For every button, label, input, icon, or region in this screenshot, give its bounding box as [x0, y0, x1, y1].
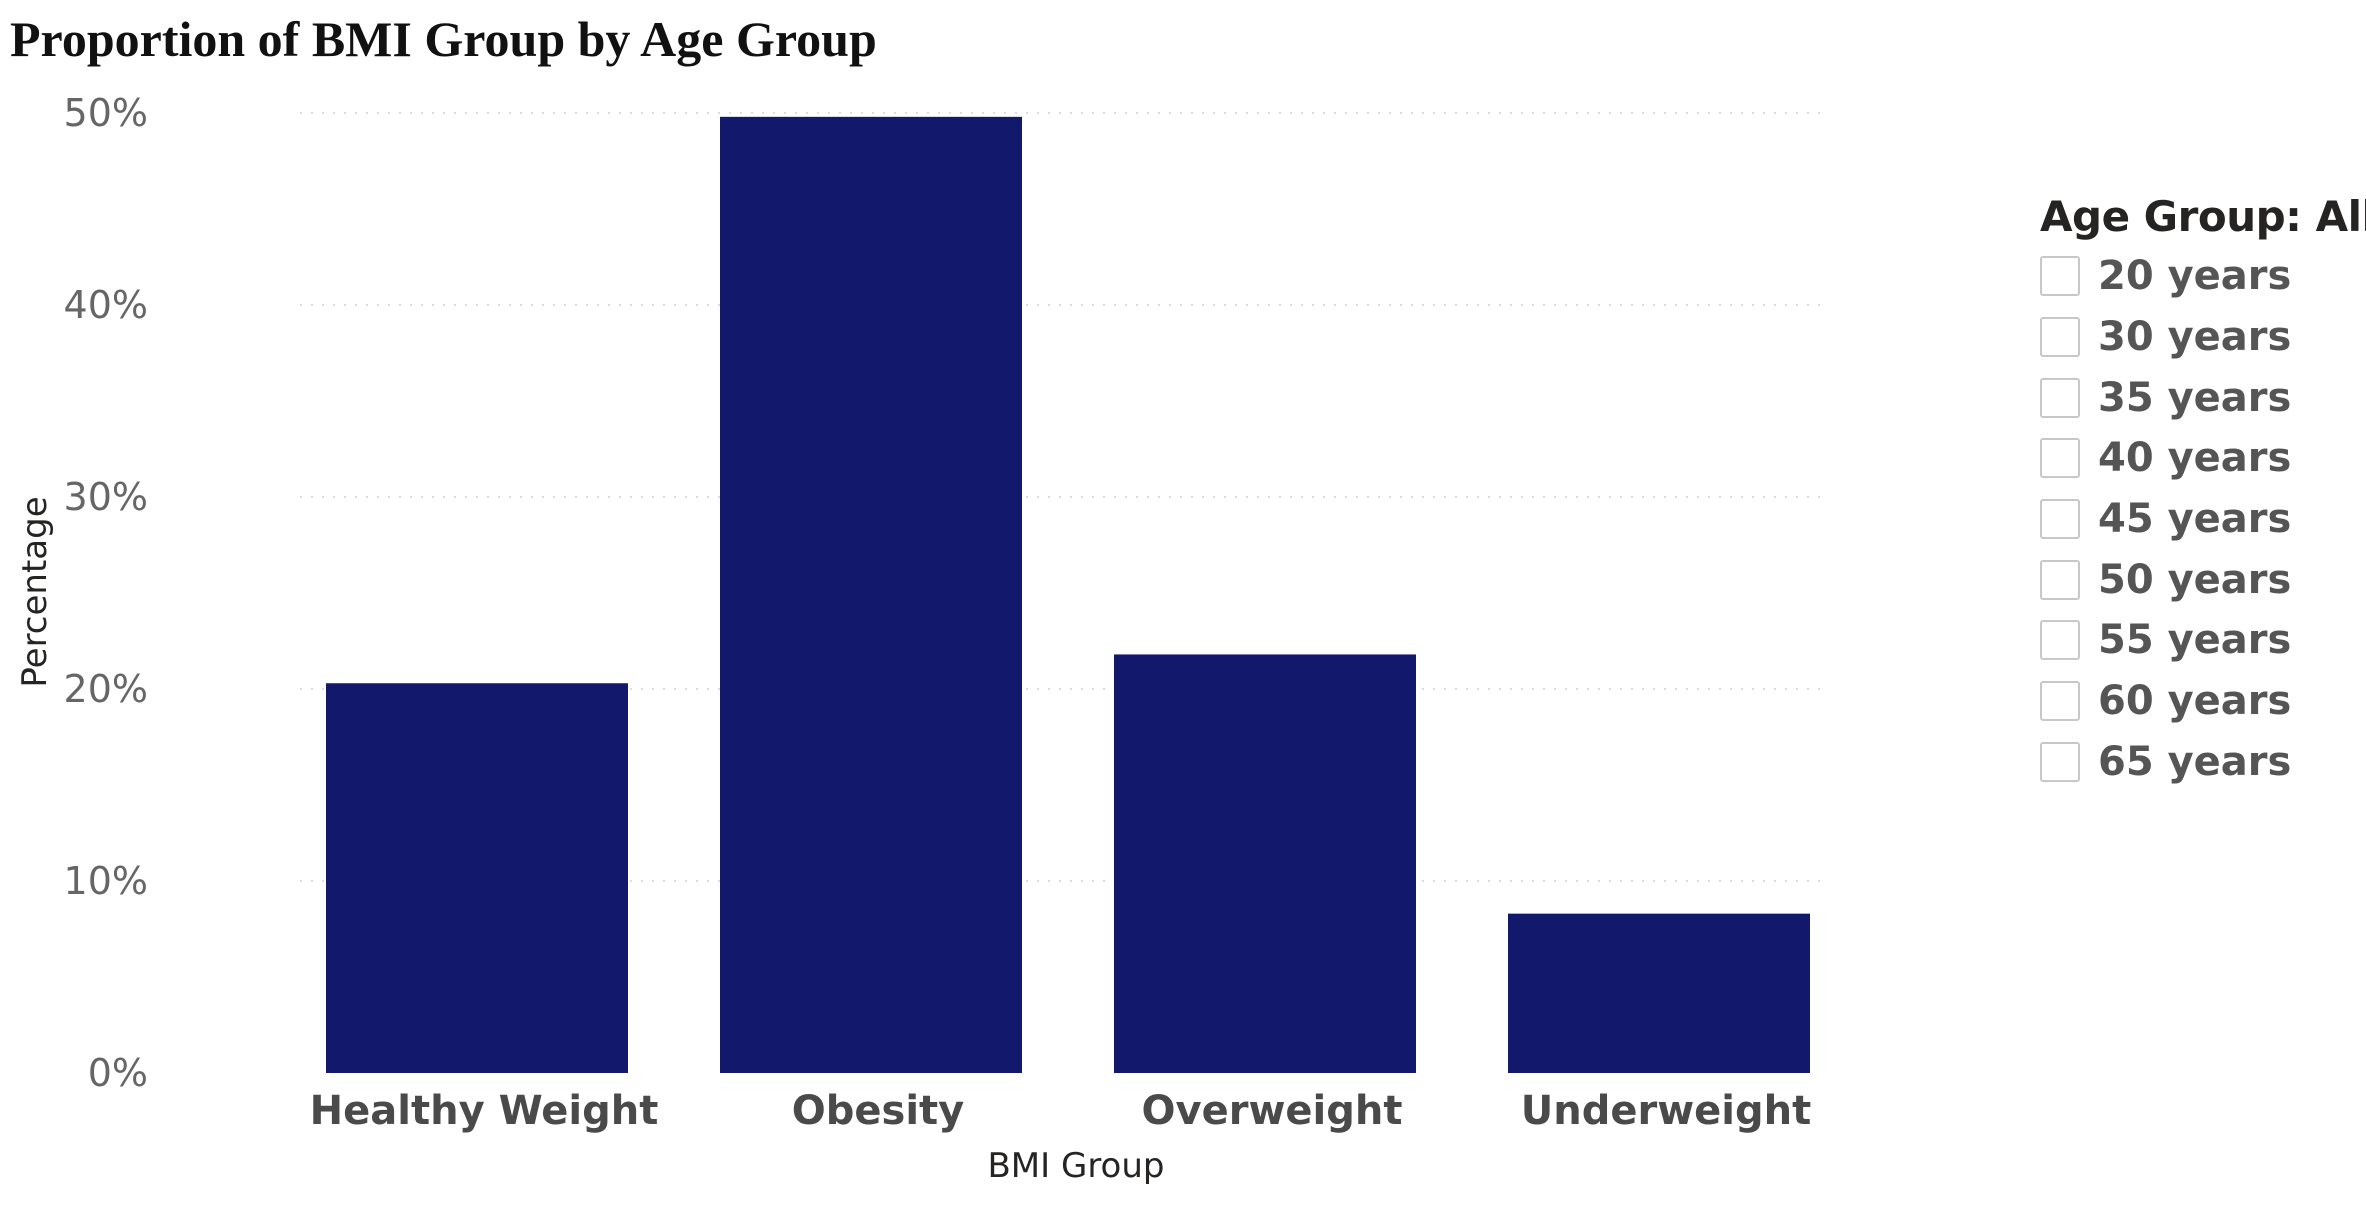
slicer-item-label: 65 years: [2098, 738, 2292, 785]
checkbox[interactable]: [2040, 620, 2080, 661]
slicer-item-label: 40 years: [2098, 435, 2292, 482]
y-tick-label: 40%: [64, 283, 148, 327]
y-axis-title: Percentage: [15, 496, 55, 687]
x-tick-label: Overweight: [1142, 1088, 1403, 1134]
slicer-item-label: 30 years: [2098, 314, 2292, 361]
slicer-item[interactable]: 20 years: [2040, 246, 2360, 307]
bar[interactable]: [720, 116, 1022, 1074]
slicer-item[interactable]: 45 years: [2040, 489, 2360, 550]
slicer-item-label: 45 years: [2098, 496, 2292, 543]
checkbox[interactable]: [2040, 499, 2080, 540]
y-tick-label: 50%: [64, 91, 148, 135]
checkbox[interactable]: [2040, 559, 2080, 600]
checkbox[interactable]: [2040, 681, 2080, 722]
y-tick-label: 20%: [64, 667, 148, 711]
bar[interactable]: [1508, 913, 1810, 1073]
slicer-item[interactable]: 65 years: [2040, 732, 2360, 793]
slicer-item-label: 20 years: [2098, 253, 2292, 300]
y-tick-label: 0%: [88, 1051, 148, 1095]
slicer-item[interactable]: 30 years: [2040, 307, 2360, 368]
checkbox[interactable]: [2040, 317, 2080, 358]
slicer-item-label: 35 years: [2098, 374, 2292, 421]
x-tick-label: Obesity: [792, 1088, 964, 1134]
age-group-slicer: Age Group: All 20 years 30 years 35 years 4…: [2040, 190, 2366, 792]
checkbox[interactable]: [2040, 741, 2080, 782]
slicer-item-label: 60 years: [2098, 678, 2292, 725]
slicer-item[interactable]: 55 years: [2040, 610, 2360, 671]
y-axis-ticks: 0% 10% 20% 30% 40% 50%: [64, 91, 148, 1095]
slicer-items: 20 years 30 years 35 years 40 years 45 years…: [2040, 246, 2360, 792]
bar[interactable]: [326, 683, 628, 1073]
bars: [326, 116, 1810, 1074]
bar-chart: 0% 10% 20% 30% 40% 50% Healthy Weight Obesity O…: [15, 91, 1820, 1186]
y-tick-label: 30%: [64, 475, 148, 519]
slicer-title: Age Group: All: [2040, 192, 2366, 241]
checkbox[interactable]: [2040, 377, 2080, 418]
slicer-item-label: 50 years: [2098, 556, 2292, 603]
x-tick-label: Underweight: [1521, 1088, 1811, 1134]
slicer-item[interactable]: 50 years: [2040, 549, 2360, 610]
checkbox[interactable]: [2040, 256, 2080, 297]
chart-title: Proportion of BMI Group by Age Group: [10, 11, 877, 67]
slicer-item-label: 55 years: [2098, 617, 2292, 664]
x-tick-label: Healthy Weight: [310, 1088, 659, 1134]
slicer-item[interactable]: 40 years: [2040, 428, 2360, 489]
slicer-item[interactable]: 60 years: [2040, 671, 2360, 732]
x-axis-ticks: Healthy Weight Obesity Overweight Underweig…: [310, 1088, 1812, 1134]
y-tick-label: 10%: [64, 859, 148, 903]
slicer-item[interactable]: 35 years: [2040, 367, 2360, 428]
checkbox[interactable]: [2040, 438, 2080, 479]
bar[interactable]: [1114, 654, 1416, 1073]
x-axis-title: BMI Group: [987, 1146, 1164, 1186]
